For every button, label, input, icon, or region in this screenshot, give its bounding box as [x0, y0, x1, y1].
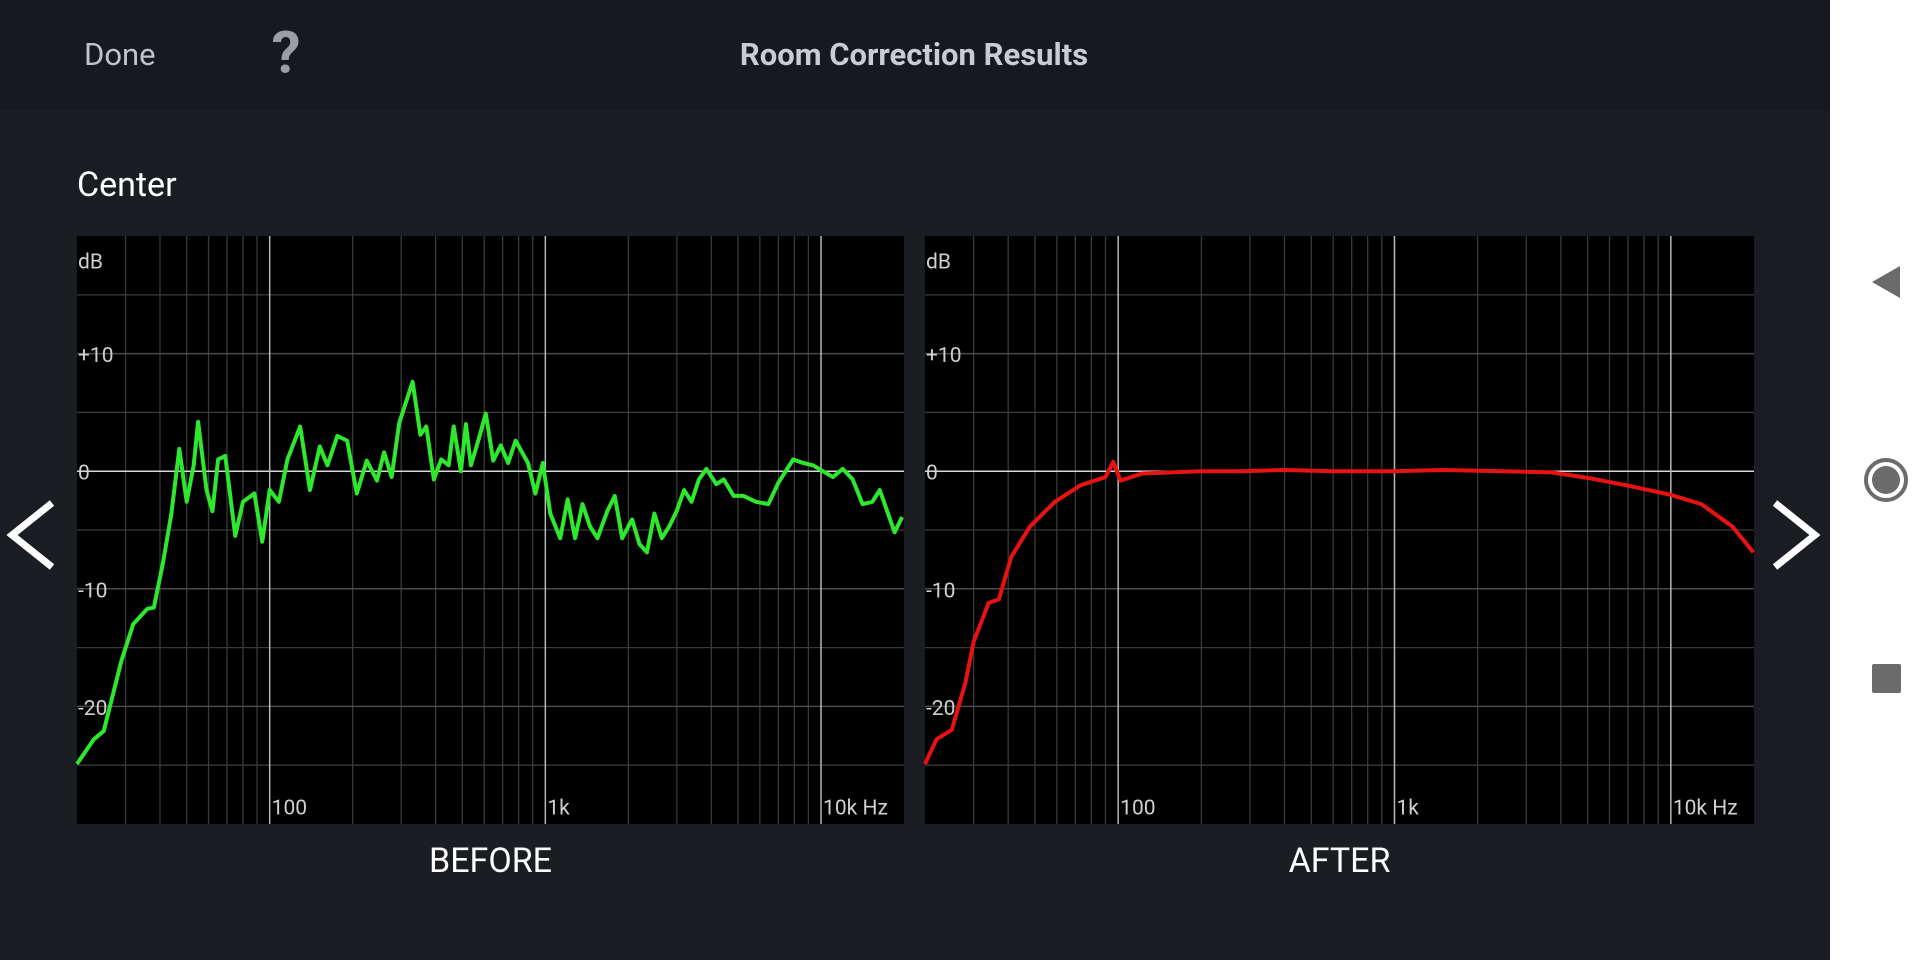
y-tick-label: +10 — [78, 344, 114, 368]
chart-title: BEFORE — [429, 841, 552, 881]
header-bar — [0, 0, 1830, 110]
x-tick-label: 100 — [1120, 797, 1155, 821]
x-tick-label: 10k Hz — [823, 797, 888, 821]
next-arrow[interactable] — [1772, 500, 1821, 570]
y-axis-label: dB — [78, 251, 103, 275]
y-axis-label: dB — [926, 251, 951, 275]
x-tick-label: 100 — [272, 797, 307, 821]
y-tick-label: -20 — [78, 697, 107, 721]
previous-arrow[interactable] — [6, 500, 55, 570]
home-ring — [1864, 458, 1908, 502]
y-tick-label: 0 — [926, 462, 938, 486]
y-tick-label: 0 — [78, 462, 90, 486]
response-line — [75, 379, 904, 766]
back-button[interactable] — [1872, 266, 1900, 298]
home-button[interactable] — [1864, 458, 1908, 502]
channel-name: Center — [77, 165, 177, 205]
done-button[interactable]: Done — [84, 36, 156, 73]
home-dot — [1872, 466, 1900, 494]
recents-button[interactable] — [1872, 664, 1901, 693]
y-tick-label: -20 — [926, 697, 955, 721]
help-button[interactable]: ? — [272, 19, 301, 87]
x-tick-label: 1k — [1396, 797, 1419, 821]
y-tick-label: -10 — [926, 579, 955, 603]
x-tick-label: 10k Hz — [1673, 797, 1738, 821]
y-tick-label: +10 — [926, 344, 962, 368]
chart-title: AFTER — [1289, 841, 1391, 881]
response-line — [923, 459, 1755, 765]
y-tick-label: -10 — [78, 579, 107, 603]
screen-title: Room Correction Results — [740, 36, 1088, 73]
x-tick-label: 1k — [547, 797, 570, 821]
